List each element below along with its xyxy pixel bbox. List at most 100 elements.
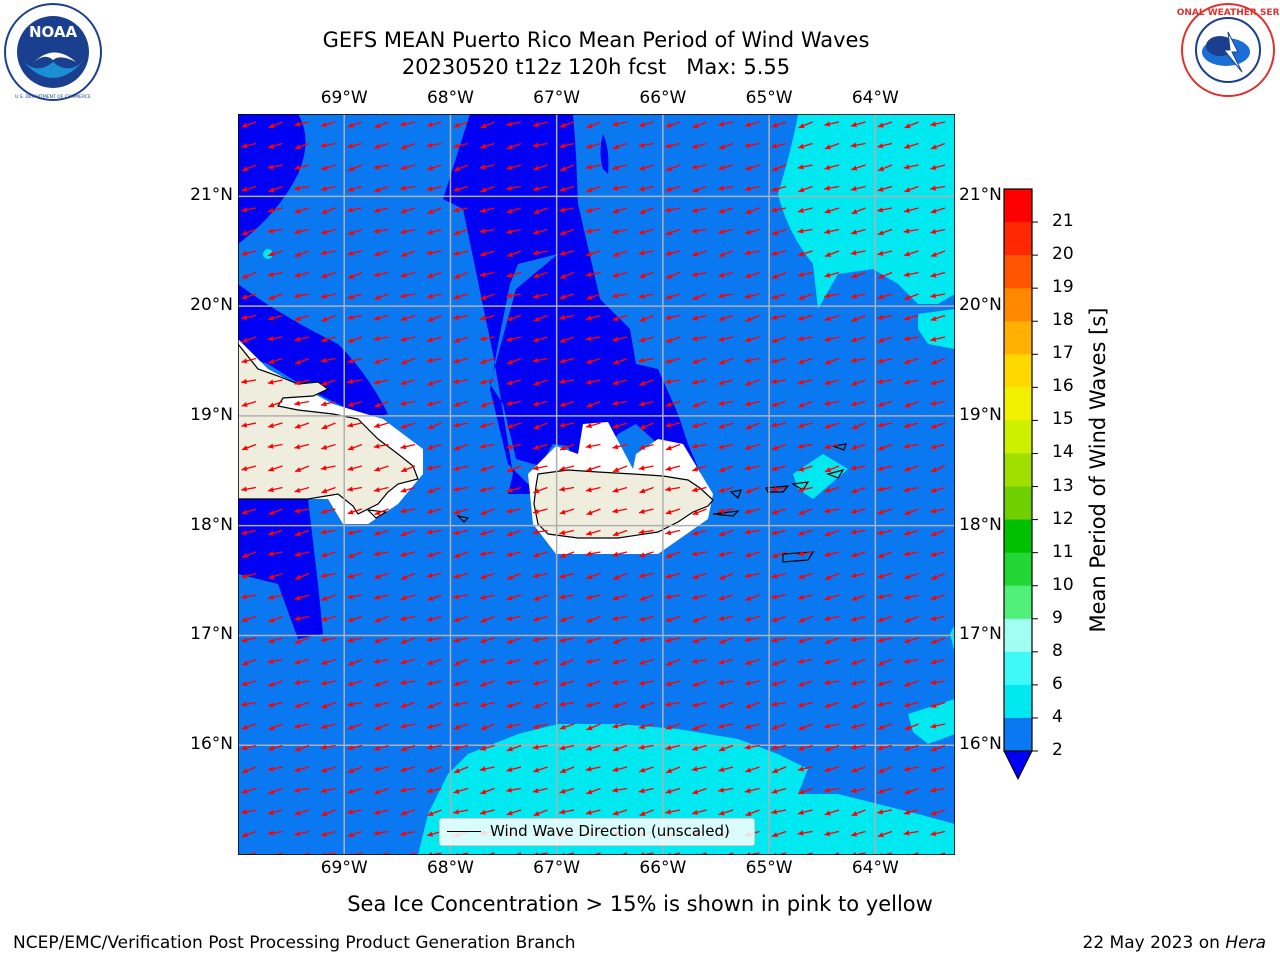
lon-tick-label-top: 69°W: [320, 88, 368, 108]
wind-arrow: [294, 529, 310, 537]
wind-arrow: [506, 572, 522, 580]
wind-arrow: [268, 185, 283, 193]
wind-arrow: [771, 658, 787, 666]
wind-arrow: [453, 486, 469, 492]
wind-arrow: [400, 529, 416, 537]
wind-arrow: [480, 615, 495, 623]
wind-arrow: [506, 766, 522, 773]
wind-arrow: [904, 723, 919, 731]
wind-arrow: [373, 336, 389, 342]
wind-arrow: [798, 185, 813, 193]
wind-arrow: [903, 250, 919, 257]
wind-arrow: [400, 164, 416, 171]
wind-arrow: [797, 529, 813, 536]
wind-arrow: [851, 164, 866, 171]
wind-arrow: [744, 465, 760, 471]
wind-arrow: [267, 830, 283, 836]
colorbar-segment: [1004, 354, 1032, 388]
wind-arrow: [877, 744, 893, 751]
wind-arrow: [267, 551, 283, 557]
wind-arrow: [638, 615, 654, 622]
wind-arrow: [824, 422, 840, 429]
wind-arrow: [665, 723, 681, 730]
wind-arrow: [665, 378, 681, 385]
wind-arrow: [427, 207, 442, 215]
wind-arrow: [559, 723, 575, 730]
wind-arrow: [294, 465, 310, 473]
wind-arrow: [691, 228, 707, 234]
wind-arrow: [506, 679, 522, 686]
wind-arrow: [294, 744, 310, 752]
wind-arrow: [797, 142, 813, 149]
wind-arrow: [718, 594, 734, 601]
wind-arrow: [294, 293, 310, 299]
wind-arrow: [692, 185, 707, 193]
wind-arrow: [797, 443, 813, 449]
wind-arrow: [426, 465, 442, 471]
wind-arrow: [586, 465, 601, 472]
wind-arrow: [241, 723, 257, 730]
wind-arrow: [930, 422, 946, 429]
wind-arrow: [267, 529, 283, 536]
wind-arrow: [824, 314, 840, 322]
wind-arrow: [612, 787, 628, 793]
wind-arrow: [400, 744, 416, 752]
wind-direction-legend: Wind Wave Direction (unscaled): [439, 818, 755, 846]
wind-arrow: [612, 207, 628, 214]
colorbar-tick-label: 8: [1052, 640, 1063, 661]
wind-arrow: [904, 185, 919, 193]
wind-arrow: [321, 422, 336, 430]
wind-arrow: [533, 809, 548, 817]
wind-arrow: [877, 121, 893, 128]
wind-arrow: [347, 723, 363, 730]
wind-arrow: [850, 615, 866, 622]
wind-arrow: [665, 271, 681, 279]
wind-arrow: [824, 164, 840, 171]
wind-arrow: [745, 809, 760, 817]
wind-arrow: [638, 142, 654, 148]
wind-arrow: [241, 164, 257, 172]
wind-arrow: [267, 336, 283, 342]
wind-arrow: [771, 551, 787, 558]
colorbar-segment: [1004, 222, 1032, 256]
wind-arrow: [479, 164, 495, 170]
wind-arrow: [904, 357, 919, 364]
wind-arrow: [771, 336, 787, 343]
wind-arrow: [744, 680, 760, 686]
wind-arrow: [585, 336, 601, 342]
wind-arrow: [930, 357, 946, 365]
wind-arrow: [930, 551, 946, 557]
wind-arrow: [771, 250, 787, 256]
wind-arrow: [321, 766, 336, 773]
wind-arrow: [612, 357, 628, 365]
wind-arrow: [877, 228, 893, 236]
wind-arrow: [241, 529, 257, 536]
wind-arrow: [479, 637, 495, 644]
wind-arrow: [638, 293, 654, 299]
wind-arrow: [427, 271, 442, 279]
wind-arrow: [268, 465, 283, 472]
wind-arrow: [268, 121, 283, 129]
wind-arrow: [718, 701, 734, 708]
wind-arrow: [559, 228, 575, 236]
wind-arrow: [824, 701, 840, 708]
wind-arrow: [797, 207, 813, 213]
wind-arrow: [453, 766, 469, 774]
wind-arrow: [294, 594, 310, 601]
wind-arrow: [903, 551, 919, 557]
wind-arrow: [612, 465, 628, 473]
wind-arrow: [850, 508, 866, 514]
wind-arrow: [241, 486, 257, 492]
wind-arrow: [850, 228, 866, 235]
wind-arrow: [533, 164, 548, 171]
wind-arrow: [824, 637, 840, 644]
wind-arrow: [692, 293, 707, 300]
wind-arrow: [268, 508, 283, 516]
wind-arrow: [771, 422, 787, 428]
colorbar-tick-label: 6: [1052, 673, 1063, 694]
wind-arrow: [400, 207, 416, 214]
wind-arrow: [373, 701, 389, 708]
wind-arrow: [427, 314, 442, 322]
wind-arrow: [638, 443, 654, 450]
wind-arrow: [665, 250, 681, 256]
